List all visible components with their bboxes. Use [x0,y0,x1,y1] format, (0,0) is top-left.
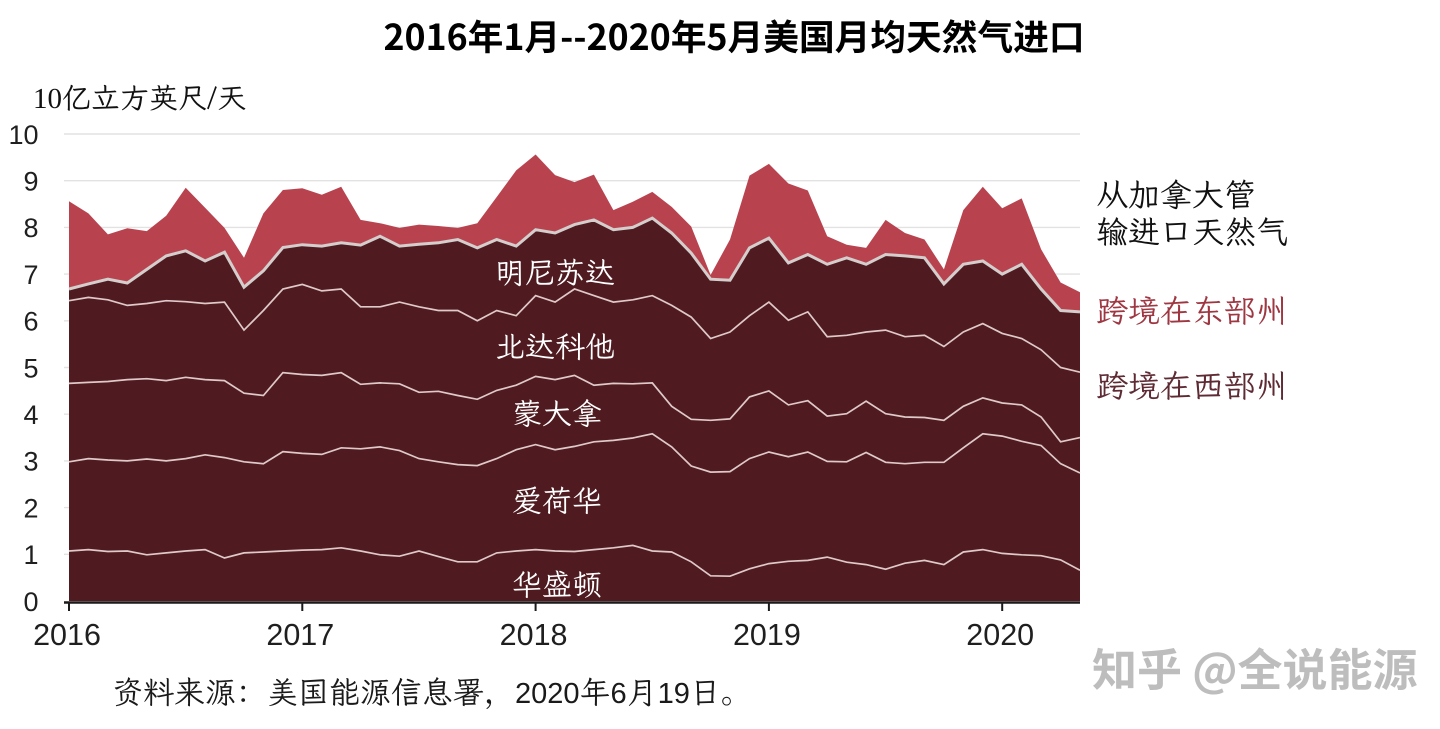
svg-text:6: 6 [23,307,38,337]
svg-text:2: 2 [23,493,38,523]
svg-text:2020: 2020 [966,618,1034,652]
svg-text:10: 10 [8,120,38,150]
svg-text:0: 0 [23,587,38,617]
svg-text:2016: 2016 [33,618,101,652]
svg-text:9: 9 [23,167,38,197]
svg-text:2019: 2019 [733,618,801,652]
svg-text:7: 7 [23,260,38,290]
svg-text:2018: 2018 [500,618,568,652]
svg-text:1: 1 [23,540,38,570]
svg-text:2017: 2017 [266,618,334,652]
svg-text:5: 5 [23,353,38,383]
svg-text:3: 3 [23,447,38,477]
svg-text:8: 8 [23,213,38,243]
svg-text:4: 4 [23,400,38,430]
